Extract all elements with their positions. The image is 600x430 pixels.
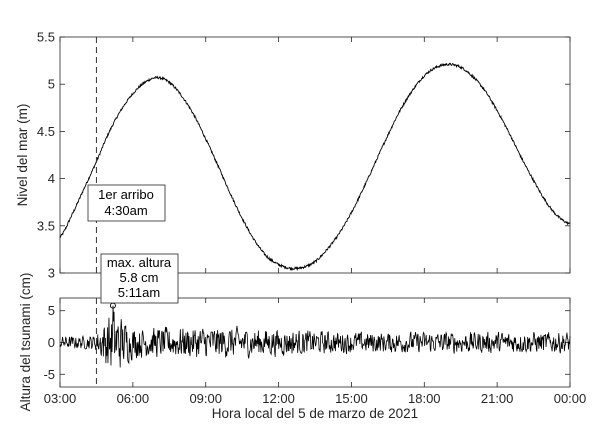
max-height-box <box>100 253 179 304</box>
bottom-y-axis-label: Altura del tsunami (cm) <box>18 273 33 412</box>
tsunami-panel: -5 0 5 03:00 06:00 09:00 12:00 15:00 18:00 21:00… <box>18 273 586 421</box>
x-axis-label: Hora local del 5 de marzo de 2021 <box>212 406 418 421</box>
tsunami-series-line <box>59 305 571 368</box>
first-arrival-box <box>87 184 166 222</box>
x-tick-label: 21:00 <box>481 391 514 406</box>
top-y-tick-label: 3.5 <box>37 218 55 233</box>
first-arrival-time: 4:30am <box>104 203 147 218</box>
bottom-y-tick-label: 5 <box>48 303 55 318</box>
x-tick-label: 00:00 <box>554 391 587 406</box>
x-tick-label: 03:00 <box>44 391 77 406</box>
sea-level-panel: 3 3.5 4 4.5 5 5.5 Nivel del mar (m) <box>15 30 571 281</box>
top-axes-box <box>59 36 571 274</box>
top-y-tick-label: 5 <box>48 77 55 92</box>
top-y-ticks: 3 3.5 4 4.5 5 5.5 <box>37 30 570 281</box>
x-tick-label: 18:00 <box>408 391 441 406</box>
max-height-annotation: max. altura 5.8 cm 5:11am <box>100 253 179 304</box>
x-tick-label: 15:00 <box>335 391 368 406</box>
top-y-tick-label: 3 <box>48 266 55 281</box>
top-y-axis-label: Nivel del mar (m) <box>15 104 30 207</box>
x-tick-label: 12:00 <box>262 391 295 406</box>
bottom-y-tick-label: -5 <box>43 367 55 382</box>
max-height-value: 5.8 cm <box>119 270 158 285</box>
x-tick-label: 06:00 <box>117 391 150 406</box>
max-height-time: 5:11am <box>118 285 160 300</box>
first-arrival-label: 1er arribo <box>98 187 154 202</box>
sea-level-series-line <box>59 62 571 272</box>
first-arrival-annotation: 1er arribo 4:30am <box>87 184 166 222</box>
top-y-tick-label: 5.5 <box>37 30 55 45</box>
bottom-x-ticks: 03:00 06:00 09:00 12:00 15:00 18:00 21:00 00:00 <box>44 298 587 406</box>
top-y-tick-label: 4.5 <box>37 124 55 139</box>
x-tick-label: 09:00 <box>189 391 222 406</box>
top-y-tick-label: 4 <box>48 171 55 186</box>
bottom-y-tick-label: 0 <box>48 335 55 350</box>
max-height-label: max. altura <box>107 255 172 270</box>
